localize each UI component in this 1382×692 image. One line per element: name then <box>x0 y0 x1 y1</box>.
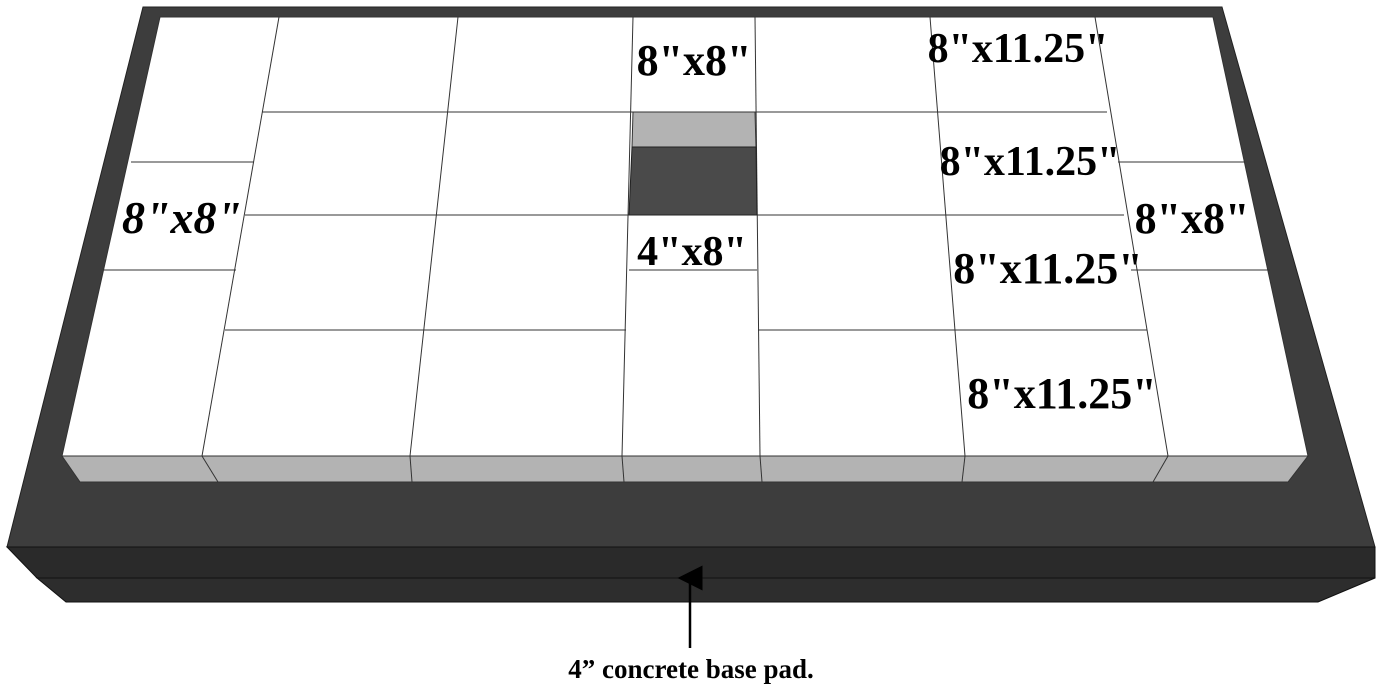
label-right-side: 8"x8" <box>1135 194 1250 243</box>
label-top-center: 8"x8" <box>637 36 752 85</box>
row-joints <box>104 111 1270 331</box>
block-labels: 8"x8" 4"x8" 8"x8" 8"x8" 8"x11.25" 8"x11.… <box>122 26 1249 418</box>
block-front-face <box>61 455 1310 483</box>
label-right-col-1: 8"x11.25" <box>928 26 1109 72</box>
label-right-col-3: 8"x11.25" <box>953 244 1142 293</box>
front-face-joints <box>201 455 1169 483</box>
block-field <box>61 16 1310 483</box>
column-joints <box>201 16 1169 457</box>
base-pad-caption: 4” concrete base pad. <box>568 654 814 684</box>
pit-back-face <box>631 111 757 148</box>
pad-front-face-upper <box>5 546 1376 579</box>
label-pit-front: 4"x8" <box>637 229 747 275</box>
label-right-col-2: 8"x11.25" <box>940 139 1121 185</box>
label-left-side: 8"x8" <box>122 192 242 243</box>
pit-floor <box>628 146 758 216</box>
label-right-col-4: 8"x11.25" <box>967 369 1156 418</box>
fire-pit-opening <box>628 111 758 216</box>
pad-front-face-lower <box>35 577 1376 603</box>
